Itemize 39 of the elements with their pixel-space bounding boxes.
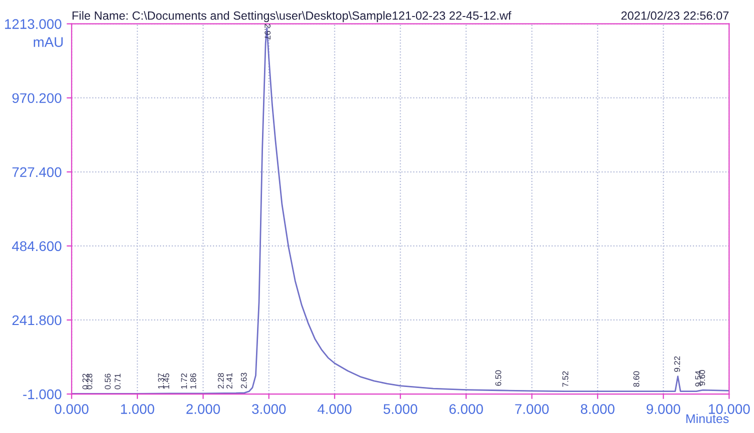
annotation: 0.56 bbox=[104, 374, 111, 390]
y-tick-label: 241.800 bbox=[12, 315, 62, 326]
annotation: 2.63 bbox=[240, 372, 247, 388]
annotation: 1.72 bbox=[181, 373, 187, 389]
x-tick-label: 8.000 bbox=[580, 404, 614, 414]
annotation: 2.97 bbox=[264, 24, 271, 40]
annotation: 2.28 bbox=[218, 373, 224, 389]
annotation: 1.86 bbox=[190, 373, 196, 389]
y-axis-title: mAU bbox=[34, 37, 63, 47]
annotation: 0.22 bbox=[82, 374, 88, 390]
annotation: 0.71 bbox=[114, 374, 121, 390]
annotation: 9.54 bbox=[695, 370, 702, 386]
x-tick-label: 5.000 bbox=[384, 404, 418, 414]
x-tick-label: 2.000 bbox=[186, 404, 220, 414]
x-tick-label: 10.000 bbox=[708, 404, 750, 414]
annotation: 8.60 bbox=[633, 371, 640, 387]
annotation: 9.22 bbox=[674, 356, 680, 372]
y-tick-label: 1213.000 bbox=[5, 19, 62, 29]
annotation: 6.50 bbox=[495, 370, 502, 386]
annotation: 7.52 bbox=[562, 371, 568, 387]
annotation: 1.37 bbox=[158, 373, 164, 389]
annotation: 0.28 bbox=[86, 374, 92, 390]
chart-title: File Name: C:\Documents and Settings\user\Desktop\Sample121-02-23 22-45-12.wf bbox=[72, 11, 512, 22]
x-tick-label: 4.000 bbox=[318, 404, 352, 414]
y-tick-label: -1.000 bbox=[23, 389, 62, 400]
x-tick-label: 3.000 bbox=[252, 404, 286, 414]
annotation: 2.41 bbox=[226, 373, 232, 389]
x-tick-label: 0.000 bbox=[54, 404, 88, 414]
chart-subtitle: 2021/02/23 22:56:07 bbox=[621, 11, 729, 20]
x-tick-label: 9.000 bbox=[646, 404, 680, 414]
x-tick-label: 6.000 bbox=[449, 404, 483, 414]
y-tick-label: 727.400 bbox=[12, 167, 62, 178]
y-tick-label: 484.600 bbox=[12, 241, 62, 252]
annotation: 1.45 bbox=[163, 373, 170, 389]
x-axis-title: Minutes bbox=[686, 414, 729, 424]
annotation: 9.60 bbox=[699, 370, 706, 386]
y-tick-label: 970.200 bbox=[12, 93, 62, 104]
x-tick-label: 1.000 bbox=[121, 404, 154, 414]
x-tick-label: 7.000 bbox=[515, 404, 549, 414]
